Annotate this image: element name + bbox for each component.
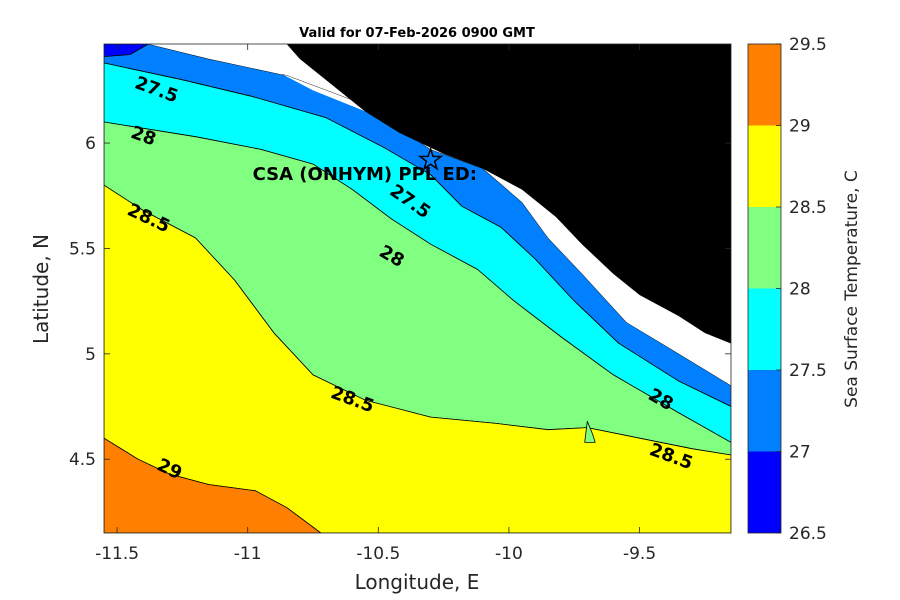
y-tick-label: 4.5 — [69, 450, 96, 470]
y-tick-label: 5 — [85, 345, 96, 365]
colorbar-tick-label: 28 — [789, 280, 811, 300]
x-axis-label: Longitude, E — [355, 570, 480, 594]
colorbar-tick-label: 29.5 — [789, 35, 827, 55]
colorbar-swatch — [748, 44, 781, 126]
colorbar-swatch — [748, 451, 781, 533]
x-tick-label: -10 — [495, 544, 523, 564]
x-axis: -11.5 -11 -10.5 -10 -9.5 — [95, 44, 656, 564]
y-axis-label: Latitude, N — [29, 234, 53, 344]
colorbar-tick-label: 27.5 — [789, 361, 827, 381]
colorbar-tick-label: 26.5 — [789, 524, 827, 544]
x-tick-label: -10.5 — [356, 544, 400, 564]
x-tick-label: -9.5 — [623, 544, 656, 564]
site-star-icon — [417, 146, 444, 171]
y-tick-label: 5.5 — [69, 239, 96, 259]
site-label: CSA (ONHYM) PPL ED: — [253, 164, 477, 185]
colorbar-swatch — [748, 370, 781, 452]
sst-band-28-28.5 — [584, 420, 596, 443]
x-tick-label: -11.5 — [95, 544, 139, 564]
y-axis: 4.5 5 5.5 6 — [69, 134, 731, 470]
land-region — [286, 44, 731, 344]
land-regions — [286, 44, 731, 344]
colorbar-swatch — [748, 288, 781, 370]
y-tick-label: 6 — [85, 134, 96, 154]
sst-band-26.5-27 — [104, 44, 149, 57]
site-marker-group: CSA (ONHYM) PPL ED: — [253, 146, 477, 185]
x-tick-label: -11 — [234, 544, 262, 564]
colorbar-tick-label: 27 — [789, 443, 811, 463]
colorbar-label: Sea Surface Temperature, C — [842, 170, 862, 408]
colorbar-swatch — [748, 125, 781, 207]
colorbar-swatch — [748, 207, 781, 289]
colorbar-tick-label: 28.5 — [789, 198, 827, 218]
plot-frame — [103, 43, 732, 534]
colorbar: 26.5 27 27.5 28 28.5 29 29.5 — [747, 35, 827, 544]
colorbar-tick-label: 29 — [789, 117, 811, 137]
chart-title: Valid for 07-Feb-2026 0900 GMT — [299, 26, 535, 41]
sst-band-29-29.5 — [104, 437, 322, 533]
